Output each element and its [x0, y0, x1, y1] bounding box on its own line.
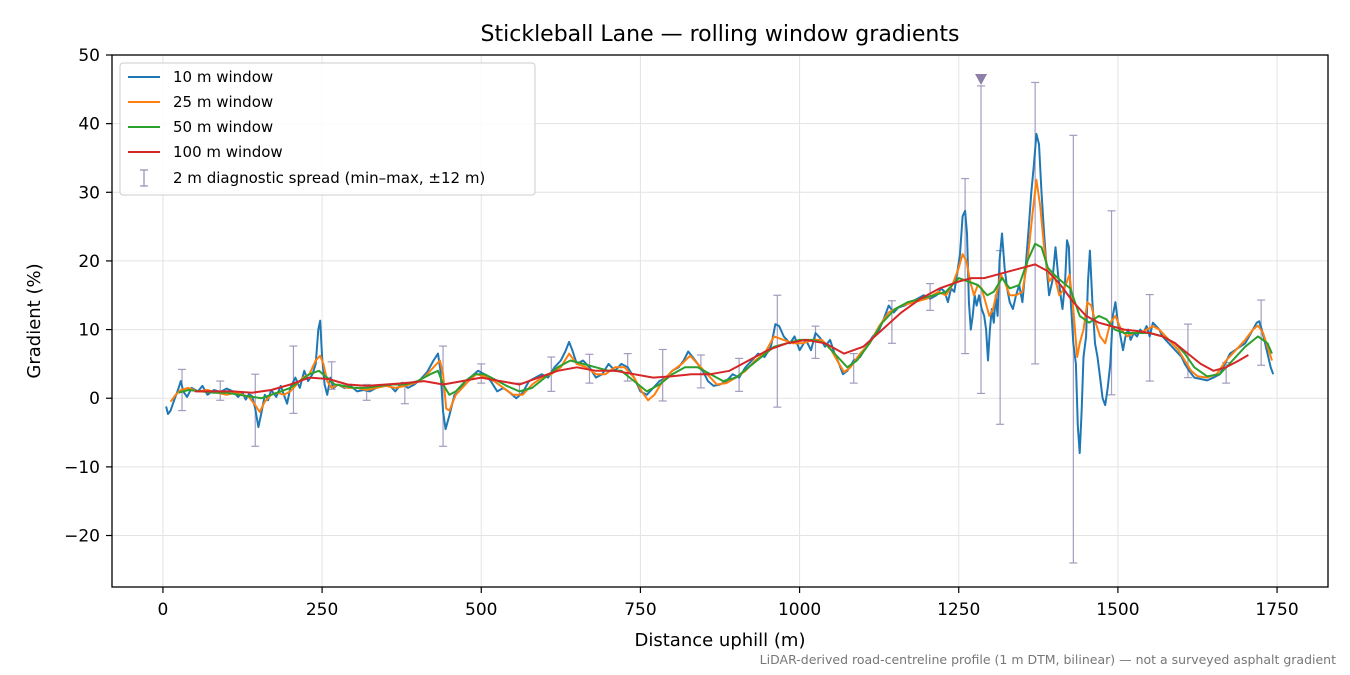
- legend-box: [119, 62, 536, 196]
- x-tick-label: 500: [465, 600, 497, 620]
- outlier-marker: [975, 74, 988, 86]
- legend-label-50m: 50 m window: [173, 118, 273, 136]
- errorbar: [696, 354, 705, 389]
- errorbar: [1031, 81, 1040, 365]
- y-tick-label: 20: [78, 252, 100, 272]
- x-tick-label: 1500: [1096, 600, 1139, 620]
- x-tick-label: 1750: [1255, 600, 1298, 620]
- x-axis-label: Distance uphill (m): [635, 630, 806, 651]
- line-series-group: [165, 132, 1275, 455]
- y-tick-label: 30: [78, 183, 100, 203]
- y-tick-label: 0: [89, 389, 100, 409]
- y-tick-label: 10: [78, 321, 100, 341]
- legend-label-errorbar: 2 m diagnostic spread (min–max, ±12 m): [173, 169, 485, 187]
- y-tick-label: 40: [78, 115, 100, 135]
- x-tick-label: 250: [306, 600, 338, 620]
- errorbar: [849, 353, 858, 384]
- errorbar: [961, 177, 970, 355]
- chart-title: Stickleball Lane — rolling window gradie…: [481, 22, 960, 47]
- plot-frame: [111, 54, 1329, 588]
- errorbar: [773, 294, 782, 408]
- errorbar: [1257, 299, 1266, 366]
- y-tick-label: −20: [64, 527, 100, 547]
- x-tick-label: 750: [624, 600, 656, 620]
- errorbar: [1145, 293, 1154, 382]
- legend-swatch-errorbar: [140, 169, 148, 187]
- y-tick-label: −10: [64, 458, 100, 478]
- legend-label-25m: 25 m window: [173, 93, 273, 111]
- legend-label-10m: 10 m window: [173, 68, 273, 86]
- errorbar: [977, 85, 986, 395]
- y-axis-label: Gradient (%): [24, 263, 45, 378]
- x-tick-label: 1000: [778, 600, 821, 620]
- series-line-2: [178, 242, 1273, 400]
- y-tick-label: 50: [78, 46, 100, 66]
- x-tick-label: 1250: [937, 600, 980, 620]
- series-line-3: [194, 263, 1249, 394]
- errorbar: [658, 348, 667, 402]
- axis-ticks: 0 250 500 750 1000 1250 1500 1750 −20 −10 0 10 20 30 4…: [64, 46, 1299, 620]
- legend-label-100m: 100 m window: [173, 143, 283, 161]
- legend: 10 m window 25 m window 50 m window 100 …: [119, 62, 536, 196]
- errorbar: [1107, 210, 1116, 396]
- x-tick-label: 0: [158, 600, 169, 620]
- footnote: LiDAR-derived road-centreline profile (1…: [760, 652, 1336, 667]
